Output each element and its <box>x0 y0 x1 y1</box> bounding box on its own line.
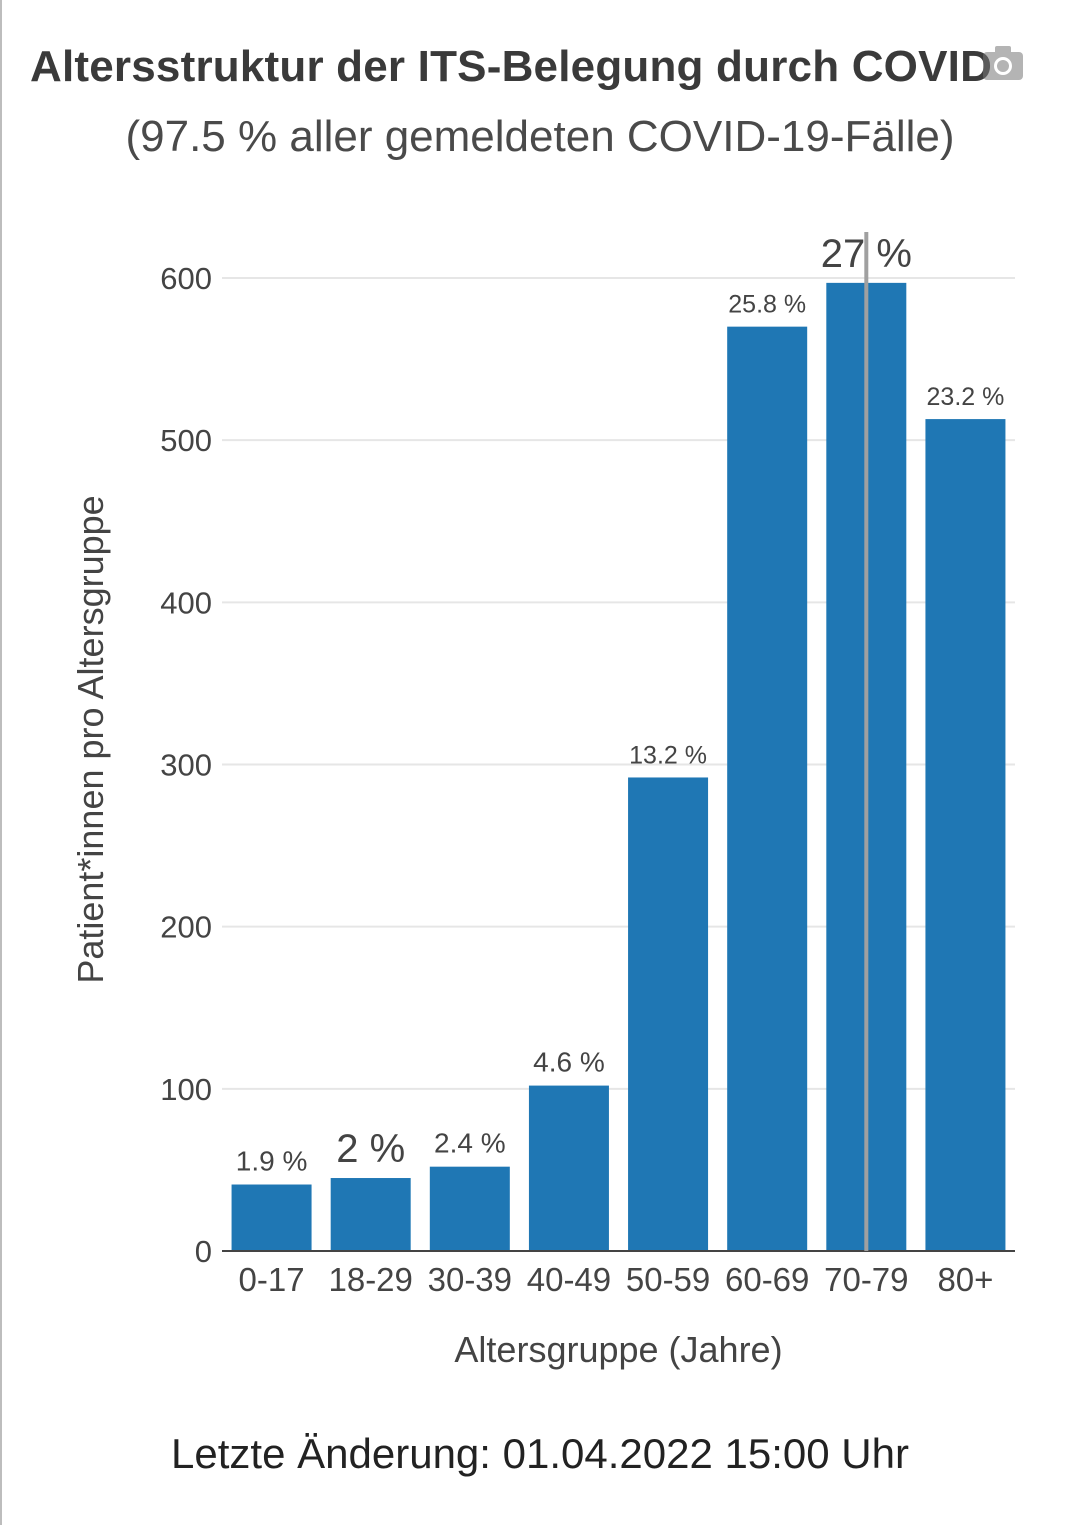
x-tick-label: 50-59 <box>626 1261 710 1298</box>
bar-0-17[interactable] <box>231 1184 312 1251</box>
bar-50-59[interactable] <box>628 777 709 1251</box>
x-tick-label: 60-69 <box>725 1261 809 1298</box>
data-label: 2 % <box>336 1127 405 1171</box>
data-label: 25.8 % <box>728 291 806 319</box>
frame-border <box>0 0 2 1525</box>
y-tick-label: 100 <box>160 1072 212 1107</box>
x-tick-label: 30-39 <box>428 1261 512 1298</box>
data-labels: 1.9 % 2 % 2.4 %4.6 %13.2 %25.8 %27 %23.2 % <box>236 232 1005 1177</box>
x-tick-label: 0-17 <box>239 1261 305 1298</box>
data-label: 4.6 % <box>533 1047 605 1078</box>
x-tick-label: 40-49 <box>527 1261 611 1298</box>
x-tick-label: 80+ <box>937 1261 993 1298</box>
bar-18-29[interactable] <box>330 1178 411 1251</box>
y-tick-label: 300 <box>160 748 212 783</box>
y-axis-ticks: 0 100 200 300 400 500 600 <box>160 261 212 1269</box>
data-label: 23.2 % <box>927 383 1005 411</box>
chart-title: Altersstruktur der ITS-Belegung durch CO… <box>30 42 993 91</box>
data-label: 2.4 % <box>434 1128 506 1159</box>
x-axis-ticks: 0-17 18-29 30-39 40-49 50-59 60-69 70-79 80+ <box>239 1261 994 1298</box>
last-change-text: Letzte Änderung: 01.04.2022 15:00 Uhr <box>171 1430 909 1477</box>
bar-40-49[interactable] <box>528 1085 609 1251</box>
camera-icon[interactable] <box>980 42 1026 84</box>
x-tick-label: 70-79 <box>824 1261 908 1298</box>
y-tick-label: 200 <box>160 910 212 945</box>
data-label: 1.9 % <box>236 1146 308 1177</box>
bar-60-69[interactable] <box>727 326 808 1251</box>
bar-30-39[interactable] <box>429 1166 510 1251</box>
bars <box>231 282 1006 1252</box>
chart-subtitle: (97.5 % aller gemeldeten COVID-19-Fälle) <box>125 112 955 161</box>
y-tick-label: 0 <box>195 1234 212 1269</box>
x-axis-title: Altersgruppe (Jahre) <box>454 1329 782 1370</box>
y-tick-label: 400 <box>160 585 212 620</box>
bar-80+[interactable] <box>925 419 1006 1252</box>
data-label: 13.2 % <box>629 741 707 769</box>
y-tick-label: 600 <box>160 261 212 296</box>
y-tick-label: 500 <box>160 423 212 458</box>
y-axis-title: Patient*innen pro Altersgruppe <box>70 495 111 983</box>
x-tick-label: 18-29 <box>328 1261 412 1298</box>
